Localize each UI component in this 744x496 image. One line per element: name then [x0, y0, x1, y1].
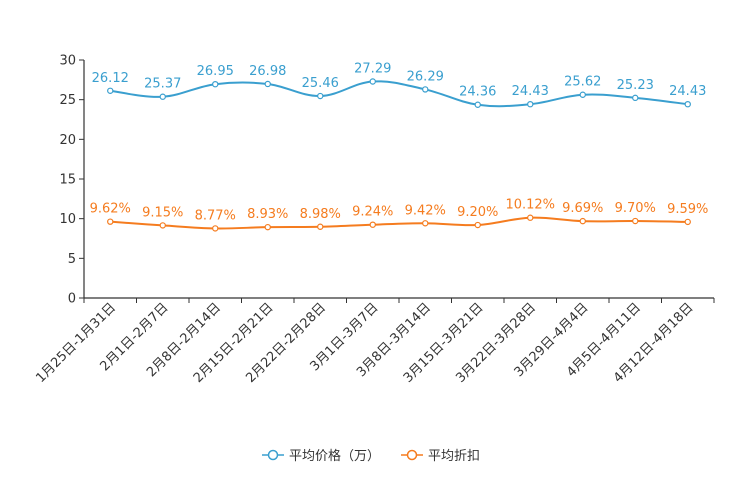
data-label: 9.62%	[90, 202, 131, 217]
data-point[interactable]	[107, 218, 114, 225]
data-point[interactable]	[264, 80, 271, 88]
y-tick-label: 25	[59, 93, 76, 108]
data-label: 27.29	[354, 61, 391, 76]
data-point[interactable]	[684, 100, 691, 108]
data-point[interactable]	[422, 220, 429, 227]
data-label: 25.37	[144, 77, 181, 92]
data-label: 25.23	[617, 78, 654, 93]
data-point[interactable]	[107, 87, 114, 94]
y-tick-label: 30	[59, 54, 76, 69]
data-point[interactable]	[632, 217, 639, 225]
data-point[interactable]	[527, 214, 534, 221]
data-label: 24.36	[459, 85, 496, 100]
data-label: 24.43	[512, 84, 549, 99]
x-axis-tick-labels: 1月25日-1月31日2月1日-2月7日2月8日-2月14日2月15日-2月21…	[33, 300, 696, 386]
data-point[interactable]	[474, 221, 481, 229]
data-point[interactable]	[212, 80, 219, 88]
data-label: 26.12	[92, 71, 129, 86]
data-point[interactable]	[264, 223, 271, 231]
data-point[interactable]	[474, 101, 481, 108]
data-label: 26.98	[249, 64, 286, 79]
data-point[interactable]	[369, 221, 376, 228]
y-tick-label: 20	[59, 133, 76, 148]
data-label: 26.95	[197, 64, 234, 79]
data-point[interactable]	[579, 217, 586, 225]
legend-label: 平均价格（万）	[289, 448, 380, 464]
data-label: 9.70%	[615, 201, 656, 216]
data-label: 8.77%	[195, 208, 236, 223]
data-point[interactable]	[369, 78, 376, 85]
data-label: 9.59%	[667, 202, 708, 217]
data-label: 9.20%	[457, 205, 498, 220]
data-point[interactable]	[212, 225, 219, 232]
series-2: 9.62% 9.15% 8.77% 8.93% 8.98% 9.24% 9.42% 9.20%…	[90, 198, 708, 232]
data-label: 9.69%	[562, 201, 603, 216]
legend-label: 平均折扣	[428, 449, 480, 464]
data-label: 9.42%	[405, 203, 446, 218]
series-1: 26.12 25.37 26.95 26.98 25.46 27.29 26.29 24.36…	[92, 61, 706, 108]
chart-axes	[79, 59, 715, 303]
data-point[interactable]	[632, 94, 639, 102]
y-tick-label: 0	[68, 292, 76, 307]
data-label: 8.93%	[247, 207, 288, 222]
data-point[interactable]	[317, 92, 324, 100]
data-label: 25.62	[564, 75, 601, 90]
data-label: 9.15%	[142, 205, 183, 220]
legend-item-2[interactable]: 平均折扣	[401, 449, 480, 464]
series-line	[110, 80, 688, 108]
data-point[interactable]	[527, 100, 534, 108]
data-label: 25.46	[302, 76, 339, 91]
y-tick-label: 15	[59, 173, 76, 188]
series-line	[110, 216, 688, 230]
data-point[interactable]	[422, 86, 429, 93]
legend[interactable]: 平均价格（万） 平均折扣	[262, 448, 480, 464]
legend-marker-icon	[267, 449, 279, 461]
data-point[interactable]	[159, 222, 166, 229]
data-point[interactable]	[579, 91, 586, 98]
data-label: 9.24%	[352, 205, 393, 220]
data-point[interactable]	[317, 223, 324, 230]
y-tick-label: 10	[59, 212, 76, 227]
data-point[interactable]	[684, 218, 691, 226]
data-label: 26.29	[407, 69, 444, 84]
y-tick-label: 5	[68, 252, 76, 267]
y-axis-tick-labels: 0 5 10 15 20 25 30	[59, 54, 76, 307]
data-label: 24.43	[669, 84, 706, 99]
series-layer: 26.12 25.37 26.95 26.98 25.46 27.29 26.29 24.36…	[90, 61, 708, 232]
data-label: 8.98%	[300, 207, 341, 222]
legend-marker-icon	[406, 449, 418, 461]
data-label: 10.12%	[505, 198, 555, 213]
legend-item-1[interactable]: 平均价格（万）	[262, 448, 380, 464]
data-point[interactable]	[159, 93, 166, 100]
